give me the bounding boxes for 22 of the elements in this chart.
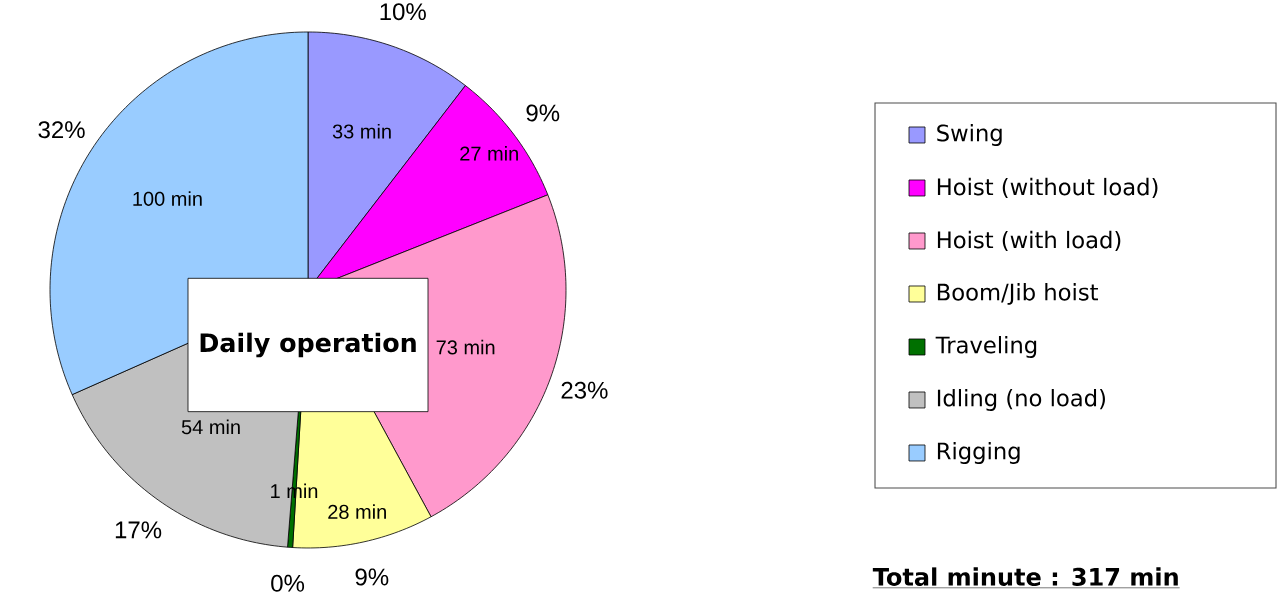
data-label: 73 min <box>436 339 495 355</box>
text: 0% <box>271 574 305 592</box>
legend-label: Boom/Jib hoist <box>937 283 1098 305</box>
text: 9% <box>526 104 560 122</box>
text: 23% <box>561 381 608 399</box>
text: 17% <box>115 521 162 539</box>
text: Total minute : 317 min <box>872 567 1178 586</box>
text: 32% <box>38 121 85 139</box>
legend-label: Rigging <box>937 442 1020 464</box>
data-label: 33 min <box>332 123 391 139</box>
legend-label: Traveling <box>935 336 1037 358</box>
text: 10% <box>380 3 426 21</box>
data-label: 27 min <box>460 146 518 161</box>
text: Daily operation <box>200 332 416 358</box>
data-label: 28 min <box>328 504 386 519</box>
legend-label: Hoist (without load) <box>937 177 1158 199</box>
data-label: 54 min <box>181 419 240 435</box>
legend-label: Swing <box>937 124 1002 146</box>
legend-label: Idling (no load) <box>937 389 1105 411</box>
text: 9% <box>355 568 389 586</box>
legend-label: Hoist (with load) <box>937 230 1121 252</box>
data-label: 100 min <box>133 191 202 206</box>
